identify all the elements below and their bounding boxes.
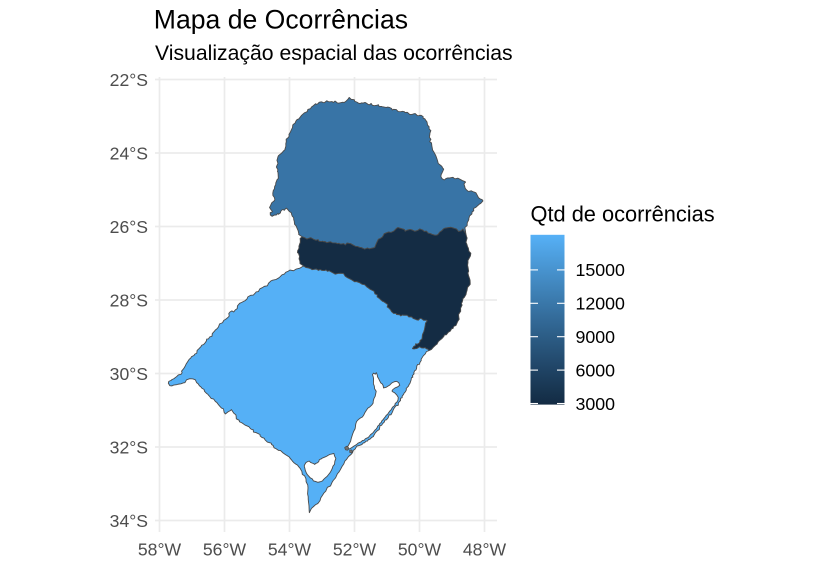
svg-text:3000: 3000: [576, 394, 616, 414]
svg-text:12000: 12000: [576, 294, 626, 314]
svg-text:15000: 15000: [576, 260, 626, 280]
svg-text:48°W: 48°W: [463, 540, 507, 560]
svg-text:30°S: 30°S: [110, 364, 148, 384]
svg-text:22°S: 22°S: [110, 70, 148, 90]
svg-text:54°W: 54°W: [268, 540, 312, 560]
svg-text:Visualização espacial das ocor: Visualização espacial das ocorrências: [155, 42, 513, 65]
svg-text:34°S: 34°S: [110, 511, 148, 531]
svg-text:50°W: 50°W: [398, 540, 442, 560]
svg-text:56°W: 56°W: [203, 540, 247, 560]
svg-text:6000: 6000: [576, 360, 616, 380]
svg-text:24°S: 24°S: [110, 143, 148, 163]
svg-text:28°S: 28°S: [110, 290, 148, 310]
svg-text:32°S: 32°S: [110, 437, 148, 457]
svg-text:Mapa de Ocorrências: Mapa de Ocorrências: [154, 5, 408, 35]
svg-text:9000: 9000: [576, 327, 616, 347]
svg-text:52°W: 52°W: [333, 540, 377, 560]
svg-text:26°S: 26°S: [110, 217, 148, 237]
svg-text:Qtd de ocorrências: Qtd de ocorrências: [531, 201, 715, 226]
svg-text:58°W: 58°W: [138, 540, 182, 560]
